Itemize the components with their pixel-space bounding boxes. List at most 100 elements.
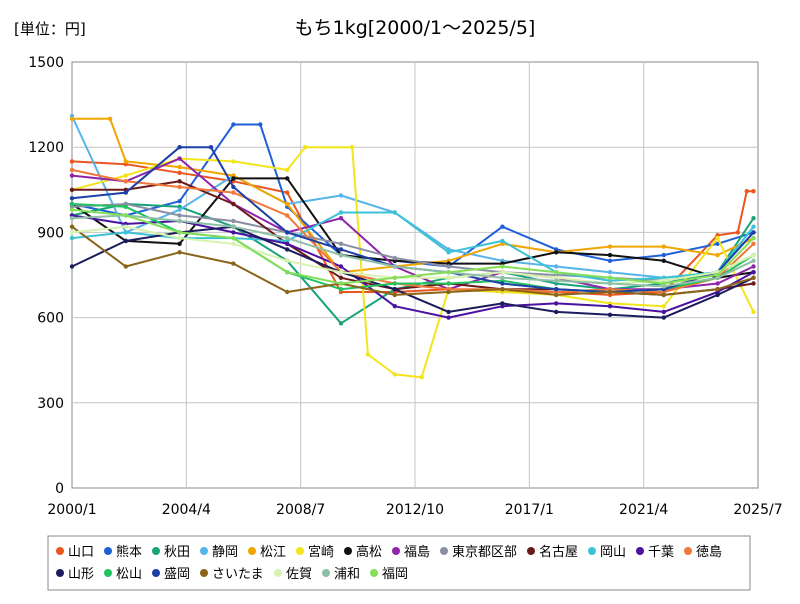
data-point bbox=[607, 289, 613, 295]
data-point bbox=[715, 287, 720, 292]
data-point bbox=[285, 213, 290, 218]
data-point bbox=[392, 372, 397, 377]
data-point bbox=[500, 264, 505, 269]
legend-label: 浦和 bbox=[334, 567, 360, 582]
series-line bbox=[71, 214, 754, 288]
data-point bbox=[392, 292, 397, 298]
data-point bbox=[554, 278, 559, 283]
legend-label: 福岡 bbox=[382, 567, 408, 582]
data-point bbox=[231, 224, 236, 229]
data-point bbox=[500, 275, 505, 280]
data-point bbox=[285, 289, 290, 295]
data-point bbox=[69, 187, 75, 192]
legend-label: 秋田 bbox=[164, 545, 190, 560]
data-point bbox=[751, 270, 756, 275]
data-point bbox=[177, 213, 182, 218]
legend-marker bbox=[152, 547, 160, 555]
data-point bbox=[661, 258, 666, 263]
data-point bbox=[338, 281, 344, 286]
legend-label: 宮崎 bbox=[308, 544, 334, 560]
data-point bbox=[123, 224, 128, 229]
data-point bbox=[69, 264, 75, 269]
data-point bbox=[715, 281, 720, 286]
x-tick-label: 2012/10 bbox=[386, 502, 444, 518]
data-point bbox=[661, 309, 666, 315]
legend-label: 熊本 bbox=[116, 544, 142, 560]
data-point bbox=[285, 190, 290, 195]
data-point bbox=[338, 210, 344, 215]
data-point bbox=[338, 252, 344, 258]
data-point bbox=[392, 281, 397, 286]
legend-label: 山口 bbox=[68, 545, 94, 560]
data-point bbox=[231, 190, 236, 195]
data-point bbox=[661, 252, 666, 258]
legend-label: 福島 bbox=[404, 545, 430, 560]
legend-marker bbox=[588, 547, 596, 555]
series-line bbox=[71, 115, 755, 279]
data-point bbox=[123, 179, 128, 184]
x-tick-label: 2025/7 bbox=[733, 502, 782, 518]
legend-marker bbox=[636, 547, 644, 555]
data-point bbox=[661, 315, 666, 320]
data-point bbox=[715, 252, 720, 258]
data-point bbox=[338, 275, 344, 280]
data-point bbox=[607, 252, 613, 258]
data-point bbox=[554, 292, 559, 298]
series-line bbox=[71, 225, 754, 319]
data-point bbox=[285, 167, 290, 173]
data-point bbox=[177, 207, 182, 212]
data-point bbox=[69, 116, 75, 122]
data-point bbox=[208, 145, 214, 150]
legend-marker bbox=[104, 547, 112, 555]
data-point bbox=[231, 184, 236, 190]
chart-title: もち1kg[2000/1〜2025/5] bbox=[295, 17, 536, 39]
series-line bbox=[71, 225, 754, 285]
legend-label: 高松 bbox=[356, 544, 382, 560]
legend-marker bbox=[200, 547, 208, 555]
legend-label: さいたま bbox=[212, 567, 264, 582]
legend-marker bbox=[527, 547, 535, 555]
data-point bbox=[123, 159, 128, 164]
data-point bbox=[365, 352, 371, 357]
data-point bbox=[715, 241, 720, 246]
legend-marker bbox=[200, 569, 208, 577]
data-point bbox=[177, 156, 182, 161]
data-point bbox=[123, 230, 128, 235]
legend-label: 盛岡 bbox=[164, 567, 190, 582]
unit-label: [単位：円] bbox=[14, 20, 86, 38]
legend-marker bbox=[322, 569, 330, 577]
data-point bbox=[177, 250, 182, 255]
y-tick-label: 1500 bbox=[28, 55, 64, 71]
legend-label: 松江 bbox=[260, 545, 286, 560]
data-point bbox=[554, 301, 559, 306]
legend-label: 松山 bbox=[116, 567, 142, 582]
data-point bbox=[69, 173, 75, 178]
data-point bbox=[446, 270, 451, 275]
data-point bbox=[500, 270, 505, 275]
data-point bbox=[338, 321, 344, 326]
x-axis: 2000/1 2004/4 2008/7 2012/10 2017/1 2021/4 202… bbox=[47, 502, 782, 518]
data-point bbox=[285, 230, 290, 235]
data-point bbox=[607, 275, 613, 280]
data-point bbox=[69, 230, 75, 235]
data-point bbox=[338, 270, 344, 275]
data-point bbox=[661, 304, 666, 309]
data-point bbox=[231, 235, 236, 241]
data-point bbox=[607, 258, 613, 263]
data-point bbox=[338, 193, 344, 198]
y-tick-label: 0 bbox=[55, 481, 64, 497]
data-point bbox=[607, 304, 613, 309]
data-point bbox=[285, 241, 290, 246]
data-point bbox=[607, 281, 613, 286]
data-point bbox=[751, 275, 756, 280]
data-point bbox=[735, 230, 740, 235]
x-tick-label: 2000/1 bbox=[47, 502, 96, 518]
data-point bbox=[69, 224, 75, 229]
data-point bbox=[177, 230, 182, 235]
data-point bbox=[285, 270, 290, 275]
legend-marker bbox=[344, 547, 352, 555]
legend-label: 山形 bbox=[68, 567, 94, 582]
data-point bbox=[285, 201, 290, 207]
data-point bbox=[177, 184, 182, 190]
